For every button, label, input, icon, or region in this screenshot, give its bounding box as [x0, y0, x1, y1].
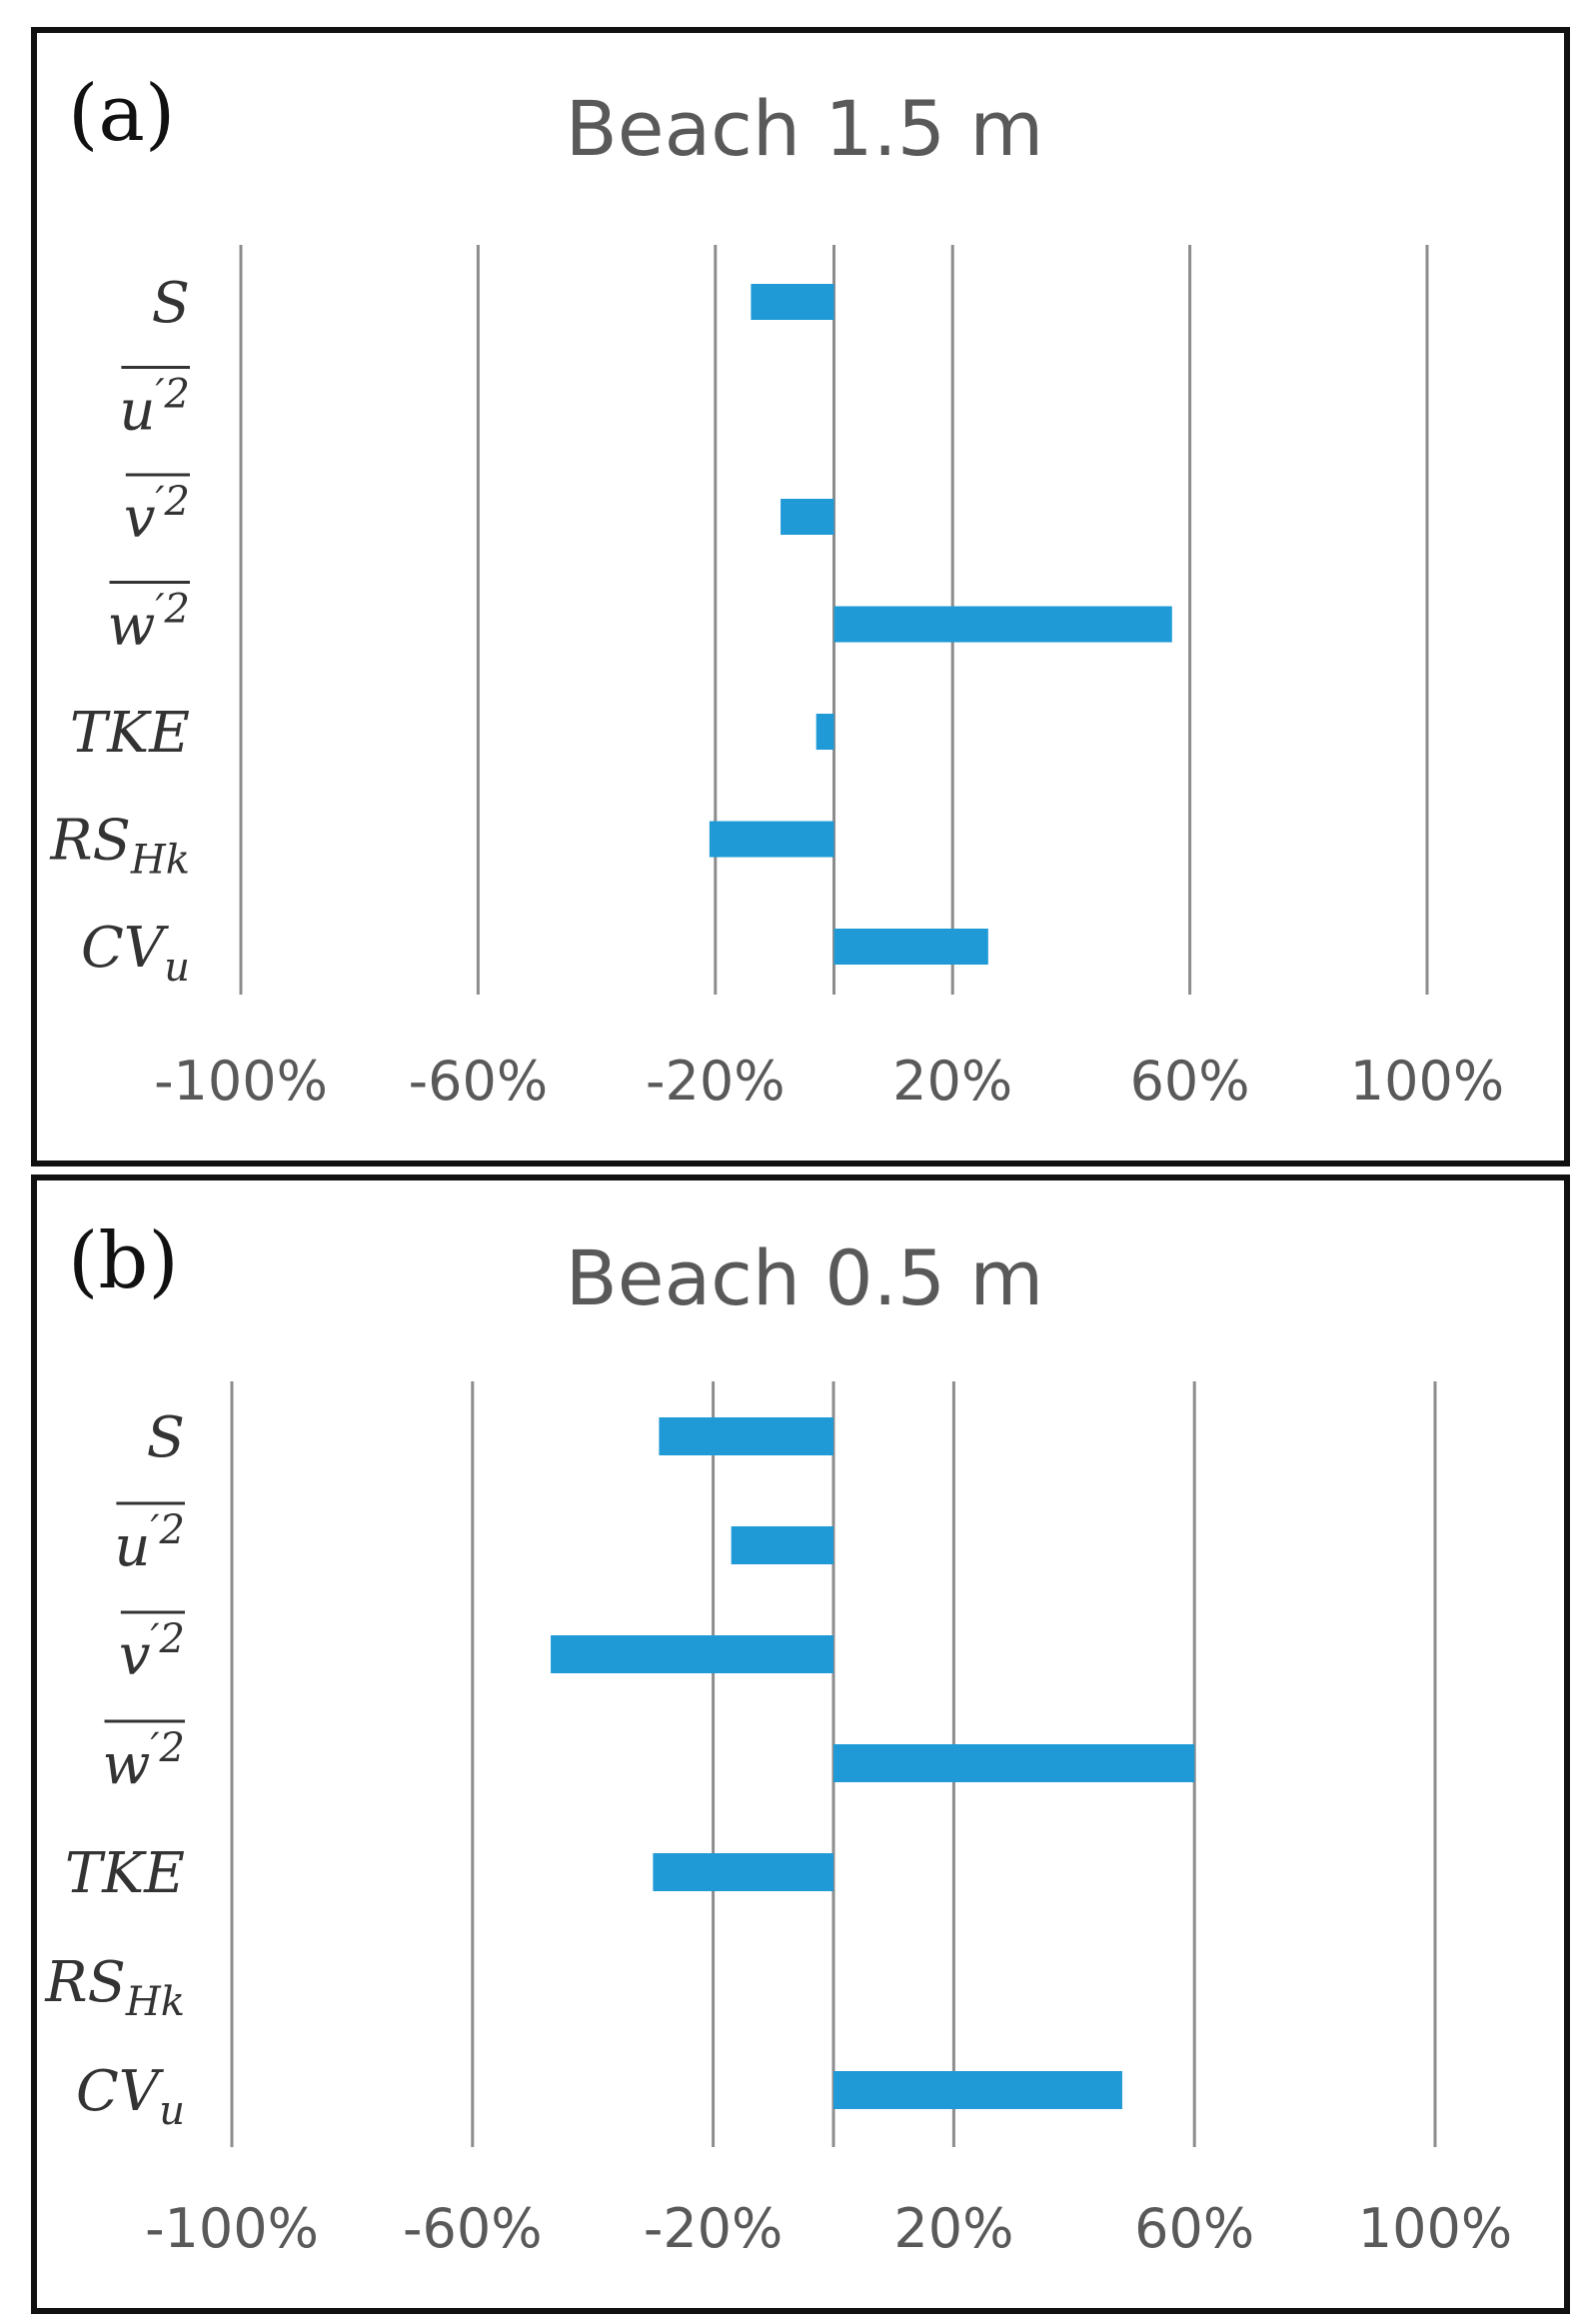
chart-1-title: Beach 0.5 m: [566, 1233, 1044, 1322]
chart-0-tick-label-3: 20%: [892, 1050, 1012, 1113]
chart-0-bar-6: [833, 929, 988, 965]
chart-1-tick-label-2: -20%: [644, 2197, 784, 2260]
chart-1-category-label-2: v′2: [119, 1616, 185, 1688]
chart-1-tick-label-0: -100%: [145, 2197, 319, 2260]
chart-1-category-label-4: TKE: [65, 1841, 185, 1906]
chart-1-tick-label-4: 60%: [1134, 2197, 1254, 2260]
chart-1-bar-2: [551, 1635, 833, 1673]
chart-0-category-label-2: v′2: [124, 479, 190, 551]
chart-1-category-label-1: u′2: [114, 1507, 185, 1579]
chart-0-tick-label-4: 60%: [1130, 1050, 1250, 1113]
chart-0-category-label-6: CVu: [81, 916, 190, 991]
chart-1-tick-label-3: 20%: [893, 2197, 1013, 2260]
chart-0-category-label-4: TKE: [70, 701, 190, 766]
chart-1-category-label-3: w′2: [103, 1725, 185, 1797]
chart-0-tick-label-2: -20%: [646, 1050, 786, 1113]
chart-1-panel-label: (b): [68, 1216, 179, 1306]
chart-0-category-label-3: w′2: [108, 587, 190, 659]
chart-1-bar-3: [833, 1744, 1195, 1782]
chart-0-panel-label: (a): [68, 69, 175, 159]
chart-0-tick-label-5: 100%: [1350, 1050, 1504, 1113]
chart-0-category-label-0: S: [152, 271, 190, 336]
chart-1-category-label-5: RSHk: [44, 1950, 185, 2025]
chart-0: (a) Beach 1.5 m -100% -60% -20% 20% 60% 100% Su′…: [31, 27, 1570, 1166]
chart-1-bar-4: [653, 1853, 833, 1891]
chart-1-category-label-6: CVu: [76, 2059, 185, 2134]
chart-0-bar-0: [751, 284, 834, 320]
chart-0-category-label-1: u′2: [119, 372, 190, 444]
chart-0-frame: [31, 27, 1570, 1166]
chart-0-category-label-5: RSHk: [49, 809, 190, 884]
chart-0-bar-2: [781, 499, 834, 535]
chart-1-category-label-0: S: [147, 1405, 185, 1470]
chart-1-bar-1: [731, 1526, 833, 1564]
chart-1-frame: [31, 1174, 1570, 2314]
chart-0-tick-label-1: -60%: [409, 1050, 549, 1113]
chart-1-tick-label-1: -60%: [403, 2197, 543, 2260]
chart-1-bar-0: [659, 1417, 833, 1455]
chart-1: (b) Beach 0.5 m -100% -60% -20% 20% 60% 100% Su′…: [31, 1174, 1570, 2314]
chart-0-bar-5: [709, 821, 834, 858]
chart-0-bar-3: [833, 606, 1172, 643]
chart-1-tick-label-5: 100%: [1358, 2197, 1512, 2260]
chart-0-title: Beach 1.5 m: [566, 84, 1044, 173]
chart-0-bar-4: [815, 714, 834, 750]
chart-1-bar-6: [833, 2071, 1122, 2109]
chart-0-tick-label-0: -100%: [154, 1050, 328, 1113]
